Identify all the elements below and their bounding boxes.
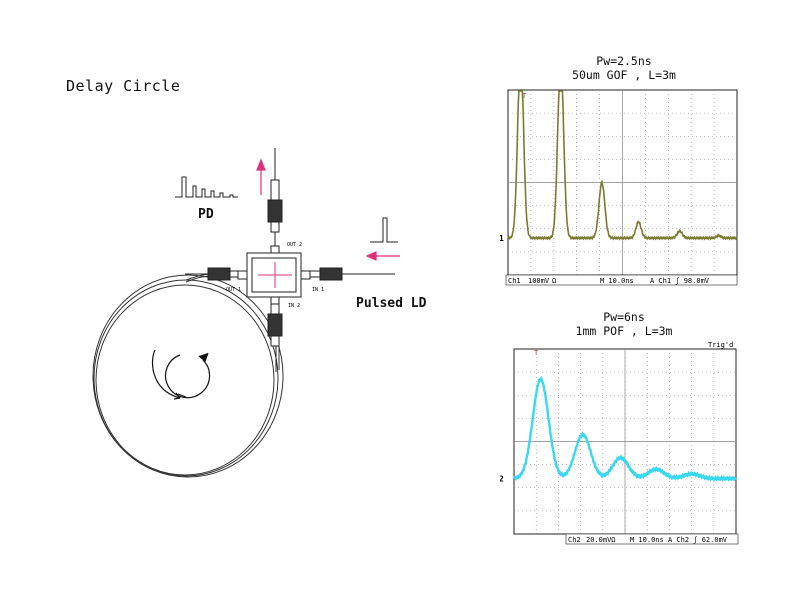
scope1-title-line2: 50um GOF , L=3m	[572, 68, 676, 82]
scope1-status-channel: Ch1	[508, 277, 521, 285]
scope1-status-volts: 100mV	[528, 277, 550, 285]
pd-pulse-train-icon	[175, 176, 238, 198]
oscilloscope-1: 1 T Ch1 100mV Ω M 10.0ns A Ch1 ʃ 98.0mV	[500, 89, 738, 286]
scope2-grid	[513, 348, 737, 535]
port-in2-label: IN 2	[288, 303, 300, 309]
scope2-trace	[512, 376, 738, 482]
port-out1-label: OUT 1	[226, 287, 241, 293]
scope2-title-line1: Pw=6ns	[603, 310, 645, 324]
scope1-title-line1: Pw=2.5ns	[596, 54, 652, 68]
scope1-status-trig: A Ch1 ʃ 98.0mV	[650, 277, 710, 285]
scope2-status-volts: 20.0mVΩ	[586, 536, 616, 544]
page-title: Delay Circle	[66, 77, 181, 95]
scope1-trace	[507, 90, 738, 241]
fiber-coupler	[237, 245, 311, 305]
scope1-trigger-marker: T	[522, 92, 527, 100]
scope2-title-line2: 1mm POF , L=3m	[575, 324, 673, 338]
scope2-status-bar: Ch2 20.0mVΩ M 10.0ns A Ch2 ʃ 62.0mV	[565, 533, 739, 545]
connector-right	[309, 267, 395, 281]
ld-pulse-icon	[370, 217, 398, 243]
port-out2-label: OUT 2	[287, 242, 302, 248]
pd-label: PD	[198, 207, 214, 222]
rotation-arrow-icon	[151, 349, 211, 400]
signal-arrow-left-icon	[365, 251, 400, 261]
delay-circle-diagram: OUT 2 OUT 1 IN 1 IN 2	[92, 148, 400, 478]
scope2-status-time: M 10.0ns	[630, 536, 664, 544]
scope2-status-trig: A Ch2 ʃ 62.0mV	[668, 536, 728, 544]
scope1-title: Pw=2.5ns 50um GOF , L=3m	[504, 54, 744, 82]
fiber-coil	[92, 273, 284, 478]
scope2-channel-marker: 2	[500, 475, 504, 484]
scope2-title: Pw=6ns 1mm POF , L=3m	[504, 310, 744, 338]
connector-bottom	[267, 303, 283, 372]
scope1-channel-marker: 1	[500, 234, 504, 243]
scope2-trigger-marker: T	[534, 349, 539, 357]
scope1-grid	[507, 89, 738, 276]
scope1-status-bar: Ch1 100mV Ω M 10.0ns A Ch1 ʃ 98.0mV	[505, 274, 738, 286]
oscilloscope-2: 2 T Trig'd Ch2 20.0mVΩ M 10.0ns A Ch2 ʃ …	[500, 341, 739, 545]
signal-arrow-up-icon	[256, 158, 266, 195]
port-in1-label: IN 1	[312, 287, 324, 293]
connector-left	[185, 267, 239, 281]
scope2-trigd-label: Trig'd	[708, 341, 733, 349]
scope1-status-time: M 10.0ns	[600, 277, 634, 285]
connector-top	[267, 148, 283, 246]
pulsed-ld-label: Pulsed LD	[356, 296, 427, 311]
scope1-status-coupling: Ω	[552, 277, 556, 285]
scope2-status-channel: Ch2	[568, 536, 581, 544]
